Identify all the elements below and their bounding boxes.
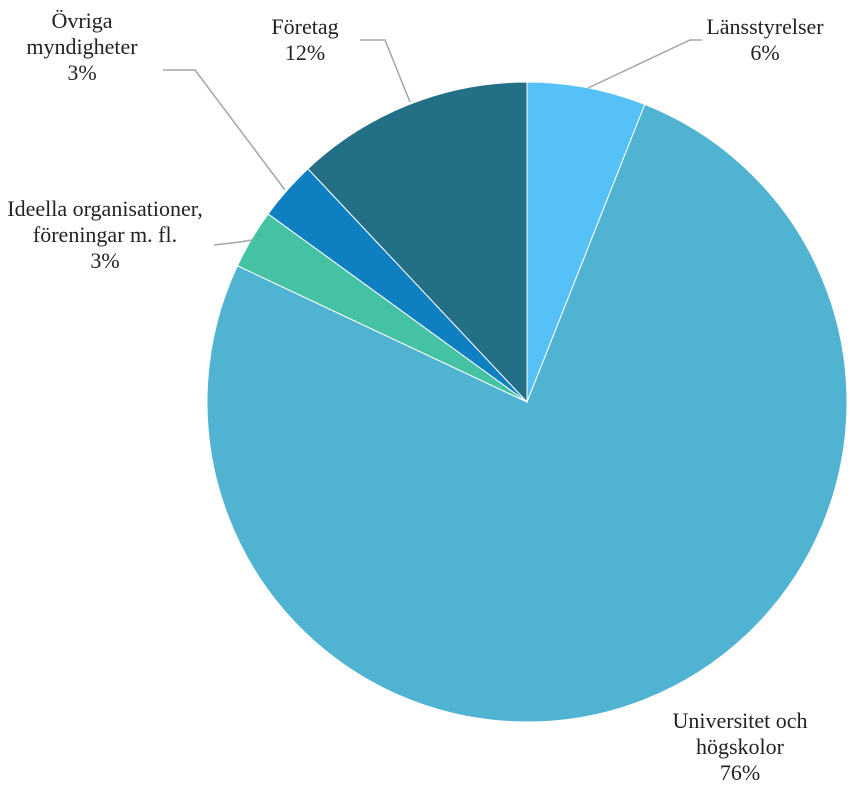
- category-label: Länsstyrelser: [706, 14, 824, 39]
- category-label: Universitet och högskolor: [672, 708, 808, 759]
- leader-line: [587, 39, 702, 89]
- value-label: 3%: [67, 60, 97, 85]
- leader-line: [213, 239, 253, 246]
- category-label: Företag: [271, 14, 339, 39]
- slice-label: Länsstyrelser 6%: [665, 14, 865, 66]
- slice-label: Övriga myndigheter 3%: [10, 8, 155, 86]
- category-label: Övriga myndigheter: [26, 8, 138, 59]
- leader-line: [163, 69, 286, 191]
- category-label: Ideella organisationer, föreningar m. fl…: [7, 196, 203, 247]
- pie-slice: [307, 81, 528, 404]
- value-label: 12%: [284, 40, 326, 65]
- leader-line: [360, 39, 411, 103]
- pie-slice: [526, 81, 646, 403]
- value-label: 6%: [750, 40, 780, 65]
- slice-label: Ideella organisationer, föreningar m. fl…: [5, 196, 205, 274]
- value-label: 76%: [719, 760, 761, 785]
- slice-label: Företag 12%: [245, 14, 365, 66]
- value-label: 3%: [90, 248, 120, 273]
- slice-label: Universitet och högskolor 76%: [648, 708, 833, 786]
- pie-slice: [206, 103, 848, 723]
